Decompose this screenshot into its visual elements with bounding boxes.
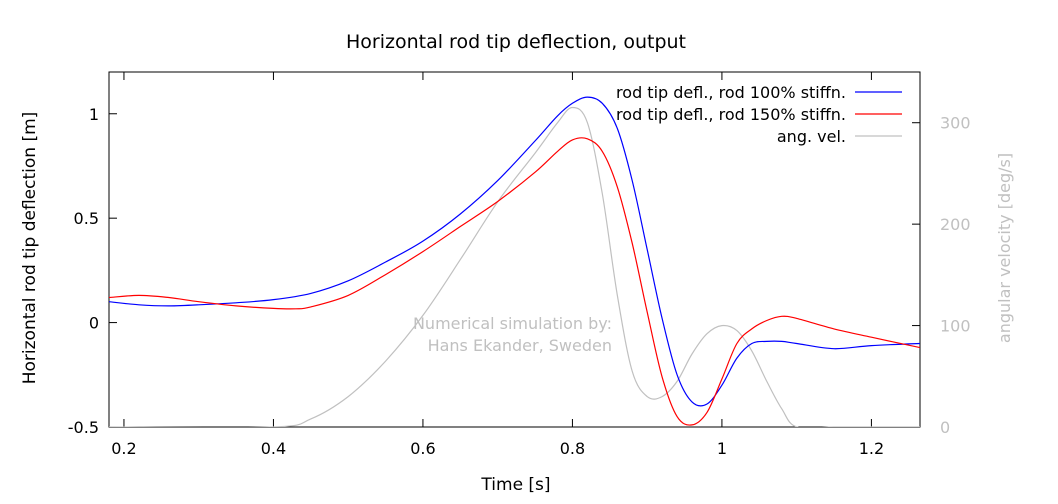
y2-axis: 0 100 200 300 <box>912 114 971 437</box>
y2-tick-label: 100 <box>940 317 971 336</box>
series-layer <box>109 96 920 427</box>
legend: rod tip defl., rod 100% stiffn. rod tip d… <box>616 83 902 146</box>
y-tick-label: 0.5 <box>74 209 99 228</box>
y-axis-label: Horizontal rod tip deflection [m] <box>20 112 40 385</box>
y2-axis-label: angular velocity [deg/s] <box>995 153 1014 343</box>
legend-label-ang-vel: ang. vel. <box>777 127 846 146</box>
annotation-line: Hans Ekander, Sweden <box>428 336 612 355</box>
y-tick-label: 0 <box>89 314 99 333</box>
y2-tick-label: 300 <box>940 114 971 133</box>
series-line-rod-tip-defl-rod-100-stiffn <box>109 96 920 407</box>
y-tick-label: -0.5 <box>68 418 99 437</box>
annotation: Numerical simulation by: Hans Ekander, Sw… <box>413 314 612 355</box>
legend-label-rod-tip-defl-rod-100-stiffn: rod tip defl., rod 100% stiffn. <box>616 83 846 102</box>
x-tick-label: 1.2 <box>859 439 884 458</box>
y-tick-label: 1 <box>89 105 99 124</box>
chart-title: Horizontal rod tip deflection, output <box>346 31 686 53</box>
x-tick-label: 0.4 <box>261 439 286 458</box>
y2-tick-label: 200 <box>940 215 971 234</box>
x-tick-label: 0.6 <box>410 439 435 458</box>
legend-label-rod-tip-defl-rod-150-stiffn: rod tip defl., rod 150% stiffn. <box>616 105 846 124</box>
series-line-rod-tip-defl-rod-150-stiffn <box>109 137 920 426</box>
annotation-line: Numerical simulation by: <box>413 314 612 333</box>
x-tick-label: 0.8 <box>560 439 585 458</box>
x-tick-label: 1 <box>717 439 727 458</box>
x-axis-label: Time [s] <box>480 475 550 495</box>
y2-tick-label: 0 <box>940 418 950 437</box>
plot-frame <box>108 71 921 428</box>
series-line-ang-vel <box>109 106 920 427</box>
x-tick-label: 0.2 <box>111 439 136 458</box>
x-axis: 0.2 0.4 0.6 0.8 1 1.2 <box>111 72 884 458</box>
